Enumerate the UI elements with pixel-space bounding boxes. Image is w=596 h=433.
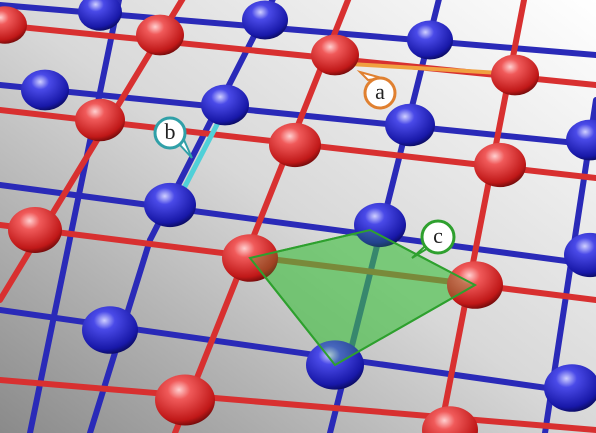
blue-atom xyxy=(242,0,288,40)
callout-c: c xyxy=(411,219,456,259)
red-atom xyxy=(422,406,478,433)
blue-atom xyxy=(354,202,406,248)
red-atom xyxy=(0,6,27,44)
red-atom xyxy=(269,122,321,168)
blue-atom xyxy=(544,364,596,412)
highlight-bond-a xyxy=(349,62,501,75)
highlight-bond-b xyxy=(177,113,225,198)
red-atom xyxy=(75,98,125,142)
tetrahedron-overlay xyxy=(248,228,478,367)
callout-label: c xyxy=(433,223,443,248)
callout-b: b xyxy=(153,116,193,159)
blue-atom xyxy=(21,69,69,111)
red-atom xyxy=(491,54,539,96)
blue-atom xyxy=(144,182,196,228)
callout-a: a xyxy=(356,70,397,110)
red-atom xyxy=(8,207,62,253)
blue-atom xyxy=(82,306,138,354)
blue-atom xyxy=(566,119,596,161)
callout-label: b xyxy=(165,119,176,144)
red-atom xyxy=(474,142,526,188)
blue-atom xyxy=(78,0,122,31)
blue-atom xyxy=(385,103,435,147)
blue-atom xyxy=(407,20,453,60)
blue-atom xyxy=(564,232,596,278)
red-atom xyxy=(311,34,359,76)
blue-atom xyxy=(201,84,249,126)
red-atom xyxy=(136,14,184,56)
red-atom xyxy=(155,374,215,426)
callout-label: a xyxy=(375,79,385,104)
